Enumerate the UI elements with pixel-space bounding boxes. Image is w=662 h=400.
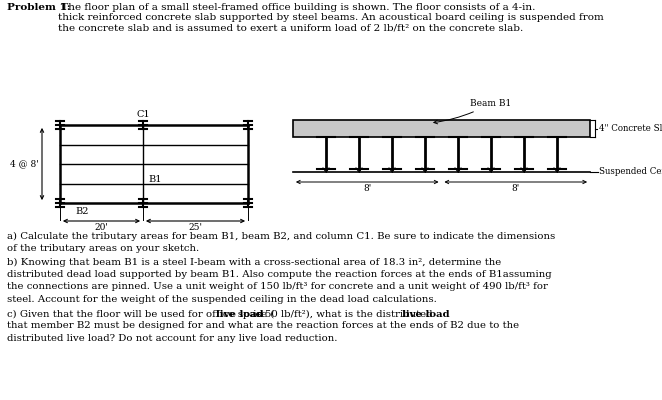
Text: 4 @ 8': 4 @ 8' bbox=[10, 160, 39, 168]
Text: live load: live load bbox=[216, 310, 263, 319]
Text: Problem 1:: Problem 1: bbox=[7, 3, 71, 12]
Text: is 50 lb/ft²), what is the distributed: is 50 lb/ft²), what is the distributed bbox=[250, 310, 436, 319]
Text: 8': 8' bbox=[512, 184, 520, 193]
Text: live load: live load bbox=[402, 310, 449, 319]
Text: B2: B2 bbox=[75, 207, 89, 216]
Text: C1: C1 bbox=[136, 110, 150, 119]
Text: Beam B1: Beam B1 bbox=[434, 99, 511, 124]
Bar bbox=[293, 120, 590, 137]
Text: 8': 8' bbox=[363, 184, 371, 193]
Text: Suspended Ceiling: Suspended Ceiling bbox=[599, 168, 662, 176]
Text: that member B2 must be designed for and what are the reaction forces at the ends: that member B2 must be designed for and … bbox=[7, 322, 519, 343]
Text: 4" Concrete Slab: 4" Concrete Slab bbox=[599, 124, 662, 133]
Text: a) Calculate the tributary areas for beam B1, beam B2, and column C1. Be sure to: a) Calculate the tributary areas for bea… bbox=[7, 232, 555, 253]
Text: 20': 20' bbox=[95, 223, 109, 232]
Text: B1: B1 bbox=[148, 174, 162, 184]
Text: The floor plan of a small steel-framed office building is shown. The floor consi: The floor plan of a small steel-framed o… bbox=[58, 3, 604, 33]
Text: 25': 25' bbox=[189, 223, 203, 232]
Text: b) Knowing that beam B1 is a steel I-beam with a cross-sectional area of 18.3 in: b) Knowing that beam B1 is a steel I-bea… bbox=[7, 258, 551, 304]
Text: c) Given that the floor will be used for office space (: c) Given that the floor will be used for… bbox=[7, 310, 274, 319]
